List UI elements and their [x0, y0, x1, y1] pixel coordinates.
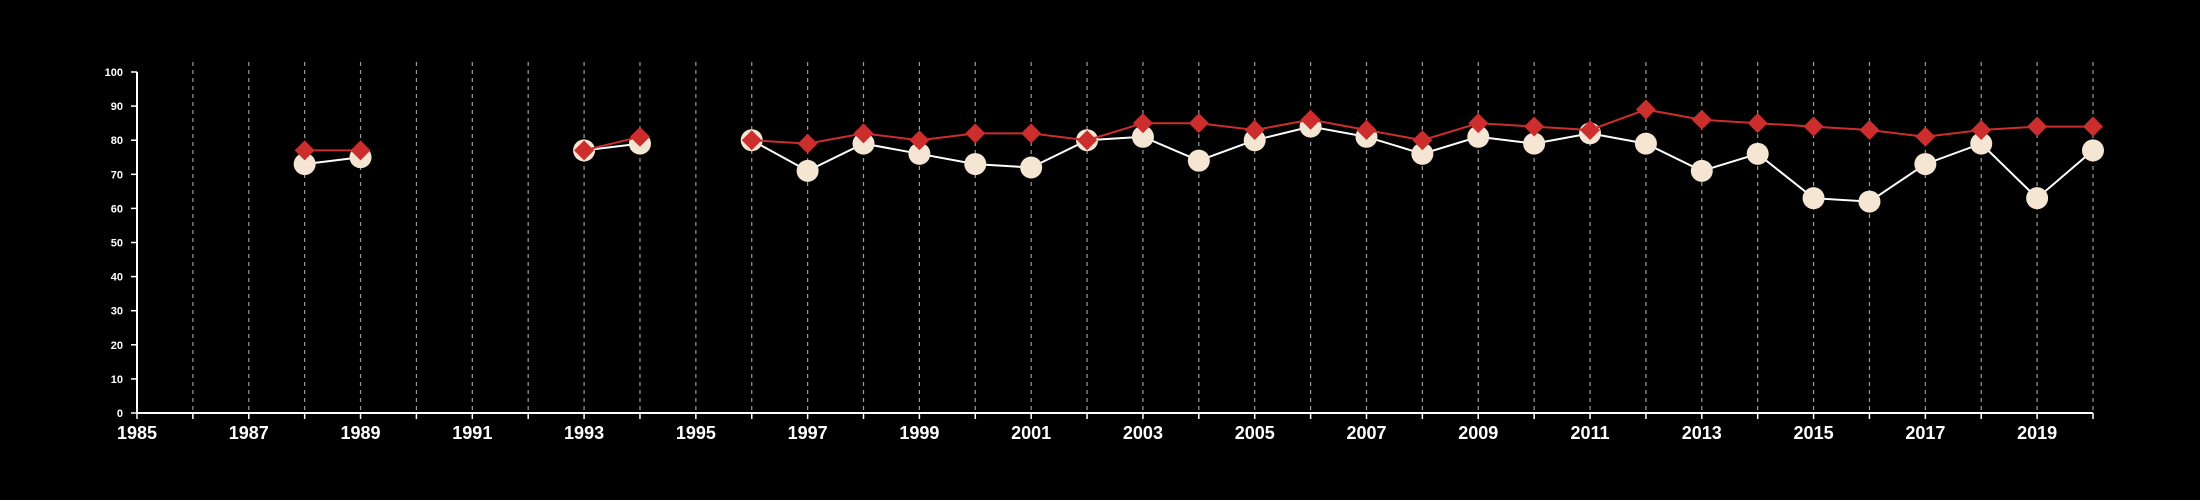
x-tick-label: 2007 [1346, 423, 1386, 443]
data-point-circle [796, 159, 819, 182]
y-tick-label: 60 [111, 203, 123, 215]
data-point-diamond [294, 140, 315, 161]
data-point-circle [1746, 142, 1769, 165]
data-point-diamond [965, 123, 986, 144]
x-tick-label: 2005 [1235, 423, 1275, 443]
series-layer [293, 99, 2104, 213]
x-tick-label: 2017 [1905, 423, 1945, 443]
x-tick-label: 2009 [1458, 423, 1498, 443]
data-point-circle [1802, 187, 1825, 210]
data-point-circle [2026, 187, 2049, 210]
data-point-circle [1411, 142, 1434, 165]
data-point-circle [1020, 156, 1043, 179]
data-point-diamond [1747, 113, 1768, 134]
x-tick-label: 1999 [899, 423, 939, 443]
data-point-diamond [1635, 99, 1656, 120]
data-point-circle [1690, 159, 1713, 182]
x-tick-label: 2001 [1011, 423, 1051, 443]
data-point-diamond [1077, 130, 1098, 151]
data-point-diamond [797, 133, 818, 154]
data-point-circle [852, 132, 875, 155]
x-tick-label: 1997 [788, 423, 828, 443]
data-point-diamond [1859, 119, 1880, 140]
data-point-diamond [1524, 116, 1545, 137]
x-tick-label: 2019 [2017, 423, 2057, 443]
data-point-circle [1634, 132, 1657, 155]
y-tick-label: 30 [111, 306, 123, 318]
y-tick-label: 100 [105, 67, 123, 79]
data-point-diamond [1468, 113, 1489, 134]
data-point-diamond [2027, 116, 2048, 137]
data-point-diamond [1188, 113, 1209, 134]
y-tick-label: 20 [111, 340, 123, 352]
data-point-circle [1970, 132, 1993, 155]
data-point-circle [908, 142, 931, 165]
data-point-circle [1467, 125, 1490, 148]
x-tick-label: 1995 [676, 423, 716, 443]
x-tick-label: 1987 [229, 423, 269, 443]
data-point-diamond [1971, 119, 1992, 140]
data-point-circle [1243, 129, 1266, 152]
data-point-circle [1914, 153, 1937, 176]
x-tick-label: 1985 [117, 423, 157, 443]
x-tick-label: 2011 [1570, 423, 1609, 443]
axes: 0 10 20 30 40 50 60 70 80 90 100 1985 1987 1989 1991 19… [105, 67, 2094, 443]
data-point-diamond [1021, 123, 1042, 144]
data-point-diamond [1691, 109, 1712, 130]
x-tick-label: 2013 [1682, 423, 1722, 443]
y-tick-label: 0 [117, 408, 123, 420]
y-tick-label: 80 [111, 135, 123, 147]
x-tick-label: 1993 [564, 423, 604, 443]
series-line [583, 135, 641, 152]
data-point-circle [1523, 132, 1546, 155]
data-point-circle [293, 153, 316, 176]
data-point-circle [1187, 149, 1210, 172]
y-tick-label: 40 [111, 272, 123, 284]
y-tick-label: 90 [111, 101, 123, 113]
data-point-diamond [629, 126, 650, 147]
y-tick-label: 70 [111, 169, 123, 181]
data-point-circle [1858, 190, 1881, 213]
data-point-diamond [1803, 116, 1824, 137]
data-point-diamond [909, 130, 930, 151]
y-tick-label: 50 [111, 238, 123, 250]
data-point-circle [1131, 125, 1154, 148]
x-tick-label: 1991 [452, 423, 492, 443]
data-point-diamond [1915, 126, 1936, 147]
data-point-diamond [1244, 119, 1265, 140]
data-point-diamond [1300, 109, 1321, 130]
data-point-diamond [853, 123, 874, 144]
data-point-diamond [741, 130, 762, 151]
data-point-diamond [2083, 116, 2103, 137]
y-tick-label: 10 [111, 374, 123, 386]
data-point-circle [964, 153, 987, 176]
x-tick-label: 2003 [1123, 423, 1163, 443]
x-tick-label: 1989 [341, 423, 381, 443]
data-point-circle [2082, 139, 2104, 162]
x-tick-label: 2015 [1794, 423, 1834, 443]
data-point-diamond [350, 140, 371, 161]
data-point-diamond [1132, 113, 1153, 134]
series-2 [294, 99, 2103, 161]
data-point-diamond [1356, 119, 1377, 140]
data-point-diamond [1412, 130, 1433, 151]
data-point-diamond [1580, 119, 1601, 140]
data-point-diamond [574, 140, 595, 161]
